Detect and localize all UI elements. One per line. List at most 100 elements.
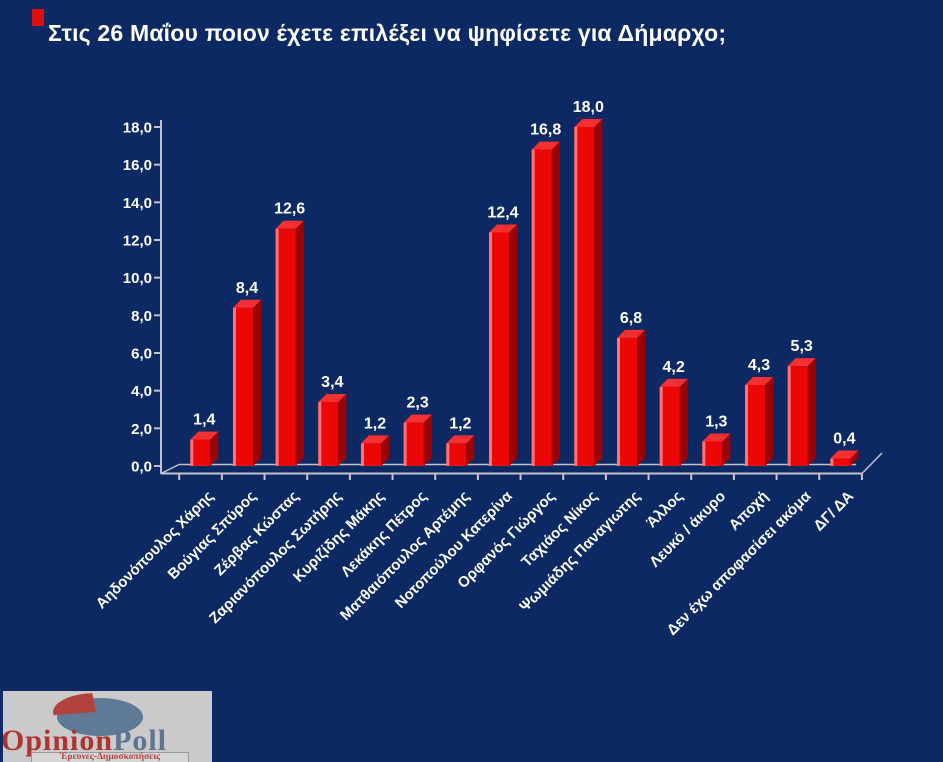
bar-highlight xyxy=(531,149,535,466)
bar-front-face xyxy=(446,443,467,466)
logo-tagline: Έρευνες-Δημοσκοπήσεις xyxy=(31,752,189,762)
y-axis-label: 18,0 xyxy=(123,120,152,137)
bar-top-face xyxy=(232,299,261,308)
bar-front-face xyxy=(659,386,680,466)
bar-top-face xyxy=(275,220,304,229)
bar-value-label: 18,0 xyxy=(573,99,604,116)
bar-side-face xyxy=(551,141,560,466)
bar-front-face xyxy=(745,385,766,466)
bar-value-label: 0,4 xyxy=(833,430,855,447)
bar-front-face xyxy=(617,337,637,466)
bar-top-face xyxy=(830,450,859,459)
logo-brand-secondary: Poll xyxy=(113,724,168,757)
logo-brand-text: OpinionPoll xyxy=(3,724,212,758)
bar-highlight xyxy=(275,228,279,466)
bar-highlight xyxy=(488,232,492,466)
bar-side-face xyxy=(594,119,603,466)
bar-front-face xyxy=(275,228,296,466)
opinion-poll-logo: OpinionPoll Έρευνες-Δημοσκοπήσεις xyxy=(3,691,212,762)
bar-front-face xyxy=(830,458,851,466)
page-title: Στις 26 Μαΐου ποιον έχετε επιλέξει να ψη… xyxy=(48,20,727,46)
bar-value-label: 5,3 xyxy=(791,338,813,355)
bar-front-face xyxy=(531,149,552,466)
bar-side-face xyxy=(765,377,774,466)
y-axis-label: 14,0 xyxy=(123,195,152,212)
bar-top-face xyxy=(360,435,389,444)
bar-highlight xyxy=(702,441,706,466)
bar-side-face xyxy=(508,224,517,466)
floor-right-edge xyxy=(861,452,883,475)
bar-value-label: 4,3 xyxy=(748,357,770,374)
bar-side-face xyxy=(423,414,432,466)
bar-top-face xyxy=(574,119,603,127)
bar-top-face xyxy=(190,431,219,440)
bar-highlight xyxy=(830,458,834,466)
bar-top-face xyxy=(403,414,432,423)
bar-highlight xyxy=(574,127,578,466)
y-axis-label: 4,0 xyxy=(131,383,152,400)
bar-value-label: 12,6 xyxy=(274,201,305,218)
bar-top-face xyxy=(318,393,347,402)
bar-top-face xyxy=(702,433,731,442)
bar-highlight xyxy=(745,385,749,466)
bar-highlight xyxy=(403,422,407,466)
bar-front-face xyxy=(360,443,381,466)
bar-value-label: 1,4 xyxy=(193,412,215,429)
bar-side-face xyxy=(338,393,347,466)
bar-highlight xyxy=(232,307,236,466)
bar-highlight xyxy=(318,401,322,466)
bar-highlight xyxy=(360,443,364,466)
bar-front-face xyxy=(190,439,211,466)
bar-front-face xyxy=(787,366,808,466)
bar-front-face xyxy=(488,232,509,466)
bar-front-face xyxy=(318,401,339,466)
bar-top-face xyxy=(617,329,645,338)
y-axis-label: 2,0 xyxy=(131,421,152,438)
bar-value-label: 6,8 xyxy=(620,310,642,327)
bar-value-label: 2,3 xyxy=(407,395,429,412)
category-label: Ταχιάος Νίκος xyxy=(518,488,601,571)
bar-highlight xyxy=(787,366,791,466)
bar-side-face xyxy=(722,433,731,466)
pie-chart-logo-icon xyxy=(53,693,143,736)
bar-value-label: 1,2 xyxy=(449,415,471,432)
bar-side-face xyxy=(679,378,688,466)
bar-front-face xyxy=(232,307,253,466)
category-label: Λευκό / άκυρο xyxy=(646,488,729,571)
bar-side-face xyxy=(252,299,261,466)
y-axis-label: 16,0 xyxy=(123,157,152,174)
title-bullet-decoration xyxy=(32,9,44,26)
bar-side-face xyxy=(380,435,389,466)
bar-side-face xyxy=(637,329,645,466)
bar-value-label: 1,3 xyxy=(705,414,727,431)
bar-highlight xyxy=(659,386,663,466)
bar-highlight xyxy=(446,443,450,466)
y-axis-label: 8,0 xyxy=(131,308,152,325)
category-label: ΔΓ/ ΔΑ xyxy=(810,488,857,535)
bar-front-face xyxy=(403,422,424,466)
bar-highlight xyxy=(617,337,620,466)
logo-brand-primary: Opinion xyxy=(3,724,114,757)
bar-front-face xyxy=(574,127,595,466)
bar-top-face xyxy=(446,435,475,444)
bar-value-label: 1,2 xyxy=(364,415,386,432)
y-axis-label: 10,0 xyxy=(123,270,152,287)
bar-top-face xyxy=(488,224,517,233)
bar-value-label: 4,2 xyxy=(663,359,685,376)
bar-value-label: 3,4 xyxy=(321,374,343,391)
bar-top-face xyxy=(659,378,688,387)
bar-front-face xyxy=(702,441,723,466)
bar-value-label: 16,8 xyxy=(530,122,561,139)
bar-top-face xyxy=(787,358,816,367)
y-axis-label: 12,0 xyxy=(123,233,152,250)
bar-side-face xyxy=(807,358,816,466)
floor-left-edge xyxy=(160,463,180,475)
bar-side-face xyxy=(850,450,859,466)
bar-value-label: 12,4 xyxy=(487,204,518,221)
y-axis-label: 6,0 xyxy=(131,346,152,363)
y-axis-label: 0,0 xyxy=(131,459,152,476)
bar-value-label: 8,4 xyxy=(236,280,258,297)
bar-top-face xyxy=(745,377,774,386)
bar-top-face xyxy=(531,141,560,150)
bar-side-face xyxy=(295,220,304,466)
